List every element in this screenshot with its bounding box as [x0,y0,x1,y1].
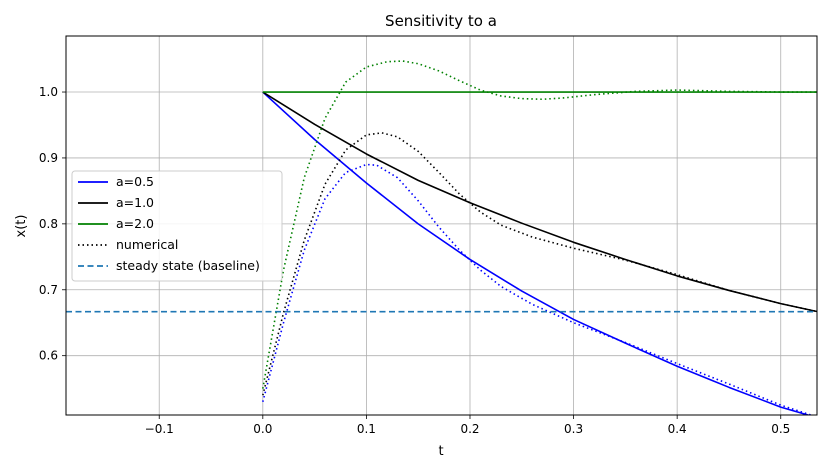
series-line-a-0-5 [262,91,811,415]
x-tick-label: −0.1 [145,422,174,436]
y-tick-label: 0.6 [39,349,58,363]
legend-label: a=1.0 [116,195,154,210]
series-line-numerical [262,132,817,396]
y-axis-label: x(t) [14,215,29,238]
y-tick-label: 0.7 [39,283,58,297]
series-line-a-1-0 [262,91,817,313]
y-axis: 0.6 0.7 0.8 0.9 1.0 [39,85,66,363]
y-tick-label: 0.8 [39,217,58,231]
y-tick-label: 1.0 [39,85,58,99]
legend-label: steady state (baseline) [116,258,260,273]
x-tick-label: 0.1 [357,422,376,436]
plot-frame [65,35,818,416]
series-layer [66,60,817,415]
legend-label: a=0.5 [116,174,154,189]
x-tick-label: 0.2 [460,422,479,436]
y-tick-label: 0.9 [39,151,58,165]
legend: a=0.5 a=1.0 a=2.0 numerical steady state (ba… [71,170,283,282]
x-tick-label: 0.4 [668,422,687,436]
x-tick-label: 0.0 [253,422,272,436]
legend-label: numerical [116,237,178,252]
x-axis-label: t [438,444,443,459]
legend-box [71,170,283,282]
series-line-numerical-a-0-5 [262,163,814,415]
legend-label: a=2.0 [116,216,154,231]
grid [66,36,817,415]
chart-title: Sensitivity to a [385,12,497,30]
x-tick-label: 0.3 [564,422,583,436]
x-axis: −0.1 0.0 0.1 0.2 0.3 0.4 0.5 [145,415,790,436]
x-tick-label: 0.5 [771,422,790,436]
